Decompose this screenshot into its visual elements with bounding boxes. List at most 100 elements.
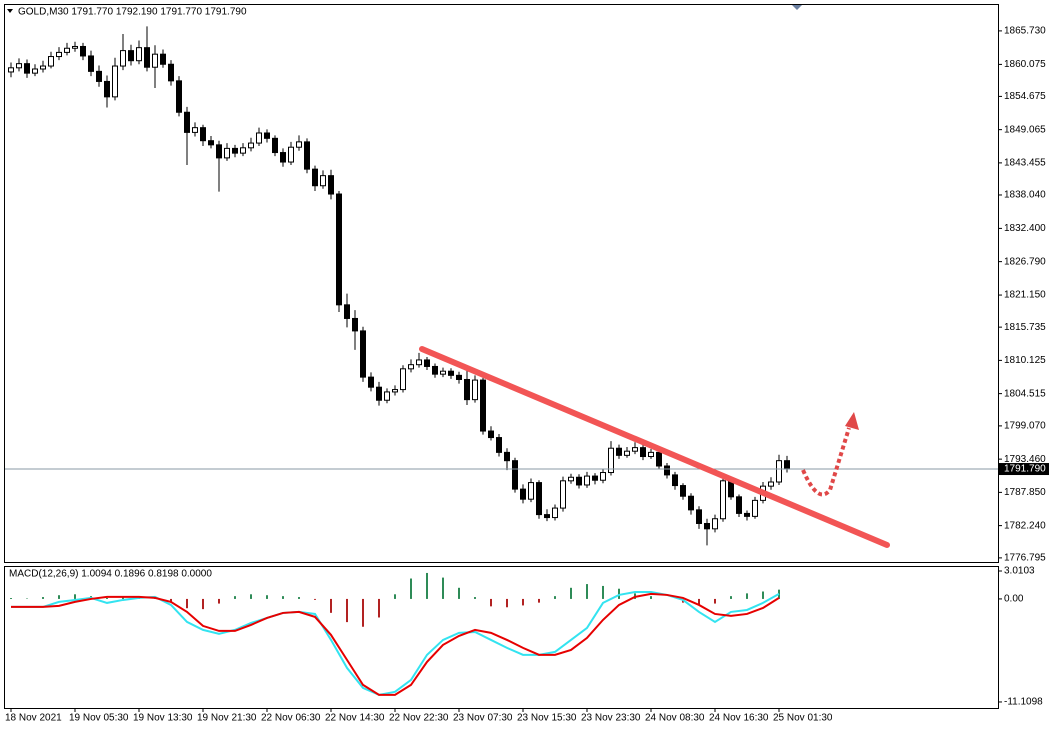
- candle-body: [96, 70, 102, 82]
- candle-body: [680, 485, 686, 497]
- candle-body: [304, 141, 310, 170]
- histogram-bar: [218, 598, 220, 604]
- candle-body: [432, 365, 438, 375]
- x-tick-label: 22 Nov 14:30: [325, 713, 385, 724]
- macd-title: MACD(12,26,9) 1.0094 0.1896 0.8198 0.000…: [9, 569, 212, 580]
- candle-body: [480, 379, 486, 432]
- macd-line: [11, 590, 780, 696]
- projection-arrow: [801, 427, 851, 497]
- histogram-bar: [378, 598, 380, 618]
- y-tick-label: 1860.075: [1004, 59, 1046, 70]
- candle-body: [336, 193, 342, 306]
- candle-body: [208, 140, 214, 146]
- candle-body: [152, 53, 158, 68]
- y-tick-label: 1793.460: [1004, 454, 1046, 465]
- candle-body: [272, 137, 278, 154]
- candle-body: [32, 68, 38, 74]
- candle-body: [80, 45, 86, 57]
- histogram-bar: [346, 598, 348, 623]
- candle-body: [240, 147, 246, 154]
- candle-body: [376, 386, 382, 401]
- candle-body: [264, 132, 270, 139]
- x-tick-label: 23 Nov 15:30: [517, 713, 577, 724]
- candle-body: [200, 127, 206, 142]
- candle-body: [528, 482, 534, 500]
- x-tick-label: 19 Nov 21:30: [197, 713, 257, 724]
- y-tick-label: 1776.795: [1004, 553, 1046, 564]
- candle-body: [576, 476, 582, 486]
- candle-body: [752, 499, 758, 517]
- histogram-bar: [586, 584, 588, 599]
- candle-body: [392, 389, 398, 393]
- histogram-bar: [522, 598, 524, 606]
- histogram-bar: [42, 597, 44, 599]
- candle-body: [664, 465, 670, 476]
- chart-shift-marker: [792, 5, 802, 10]
- x-tick-label: 23 Nov 23:30: [581, 713, 641, 724]
- candle-body: [424, 359, 430, 367]
- candle-body: [56, 51, 62, 58]
- candle-body: [168, 63, 174, 82]
- macd-line: [11, 592, 780, 696]
- histogram-bar: [602, 585, 604, 599]
- candle-body: [672, 474, 678, 487]
- candle-body: [560, 480, 566, 509]
- histogram-bar: [538, 598, 540, 603]
- candle-body: [768, 481, 774, 487]
- candle-body: [512, 460, 518, 490]
- y-tick-label: 1782.240: [1004, 520, 1046, 531]
- y-tick-label: 1838.040: [1004, 190, 1046, 201]
- histogram-bar: [234, 596, 236, 599]
- histogram-bar: [106, 597, 108, 599]
- x-tick-label: 22 Nov 22:30: [389, 713, 449, 724]
- x-tick-label: 22 Nov 06:30: [261, 713, 321, 724]
- y-tick-label: 1810.125: [1004, 355, 1046, 366]
- x-tick-label: 19 Nov 13:30: [133, 713, 193, 724]
- candle-body: [496, 437, 502, 453]
- candle-body: [688, 495, 694, 511]
- marks: 1865.730 1860.075 1854.675 1849.065 1843.455…: [5, 26, 1049, 724]
- candle-body: [192, 127, 198, 133]
- y-tick-label: 1843.455: [1004, 158, 1046, 169]
- x-tick-label: 25 Nov 01:30: [773, 713, 833, 724]
- candle-body: [72, 45, 78, 49]
- candle-body: [128, 50, 134, 62]
- candle-body: [536, 482, 542, 516]
- candle-body: [696, 509, 702, 524]
- x-tick-label: 24 Nov 16:30: [709, 713, 769, 724]
- candle-body: [504, 451, 510, 462]
- histogram-bar: [618, 588, 620, 599]
- candle-body: [600, 472, 606, 481]
- y-tick-label: 1799.070: [1004, 421, 1046, 432]
- histogram-bar: [426, 572, 428, 599]
- histogram-bar: [570, 587, 572, 599]
- current-price-label: 1791.790: [1004, 464, 1046, 475]
- candle-body: [104, 80, 110, 98]
- histogram-bar: [714, 598, 716, 604]
- y-tick-label: 1849.065: [1004, 124, 1046, 135]
- macd-pane-frame: [4, 566, 999, 709]
- histogram-bar: [650, 596, 652, 599]
- trendline: [419, 346, 890, 548]
- candle-body: [552, 507, 558, 519]
- candle-body: [592, 475, 598, 481]
- projection-arrowhead: [845, 412, 859, 430]
- candle-body: [440, 370, 446, 375]
- histogram-bar: [202, 598, 204, 610]
- y-tick-label: 1815.735: [1004, 322, 1046, 333]
- candle-body: [256, 132, 262, 144]
- x-tick-label: 23 Nov 07:30: [453, 713, 513, 724]
- symbol-menu-arrow[interactable]: [7, 9, 13, 13]
- y-tick-label: 1787.850: [1004, 487, 1046, 498]
- candle-body: [624, 450, 630, 456]
- histogram-bar: [282, 596, 284, 599]
- candle-body: [136, 47, 142, 62]
- candle-body: [416, 359, 422, 366]
- candle-body: [112, 65, 118, 98]
- candle-body: [704, 522, 710, 530]
- candle-body: [656, 451, 662, 467]
- histogram-bar: [122, 597, 124, 599]
- current-price-box: [999, 463, 1049, 476]
